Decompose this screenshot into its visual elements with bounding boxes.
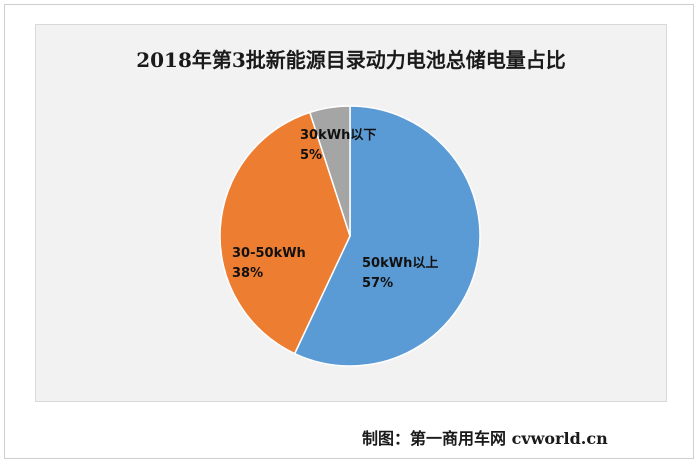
chart-title: 2018年第3批新能源目录动力电池总储电量占比 — [136, 48, 566, 72]
source-credit: 制图：第一商用车网 cvworld.cn — [362, 429, 608, 448]
slice-label-3: 30kWh以下 — [300, 128, 376, 143]
slice-value-3: 5% — [300, 148, 322, 163]
slice-value-2: 38% — [232, 266, 263, 281]
pie-slice-3 — [308, 105, 351, 237]
slice-label-1: 50kWh以上 — [362, 256, 438, 271]
pie-slice-2 — [219, 111, 351, 355]
slice-value-1: 57% — [362, 276, 393, 291]
pie-slice-1 — [293, 105, 481, 367]
slice-label-2: 30-50kWh — [232, 246, 306, 261]
